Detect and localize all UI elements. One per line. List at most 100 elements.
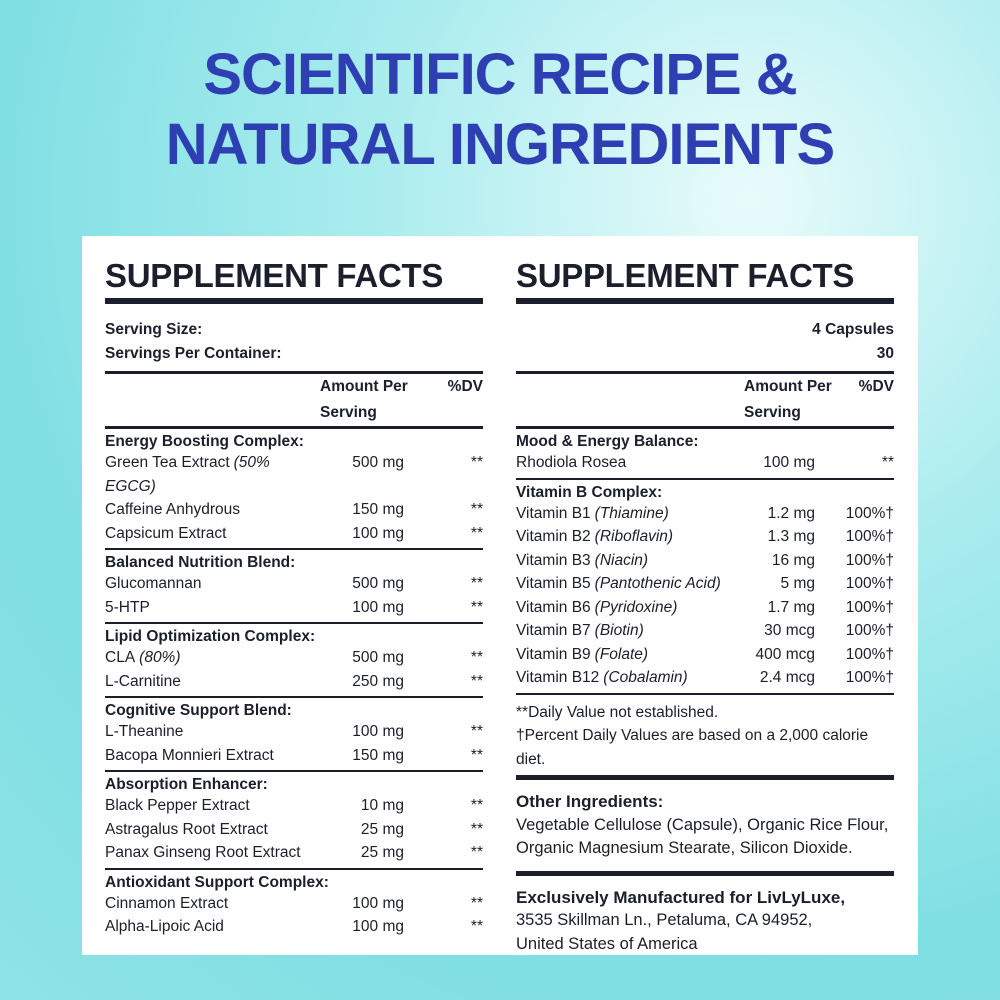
amount: 16 mg xyxy=(771,551,815,569)
ingredient-name: Black Pepper Extract xyxy=(105,794,320,818)
group-name: Lipid Optimization Complex: xyxy=(105,628,316,645)
amount: 1.2 mg xyxy=(767,504,815,522)
daily-value: ** xyxy=(470,894,483,912)
daily-value: ** xyxy=(470,501,483,518)
facts-panel: SUPPLEMENT FACTS Serving Size: Servings Pe… xyxy=(82,236,918,955)
group: Vitamin B Complex: Vitamin B1 (Thiamine) 1.… xyxy=(516,477,894,693)
daily-value: ** xyxy=(470,820,483,838)
ingredient-name: Rhodiola Rosea xyxy=(516,451,744,475)
ingredient-name: Astragalus Root Extract xyxy=(105,818,320,842)
note: (Pyridoxine) xyxy=(594,598,678,616)
amount-header: Amount Per Serving xyxy=(320,378,408,421)
daily-value: ** xyxy=(470,746,483,764)
ingredient-name: L-Carnitine xyxy=(105,670,320,694)
section-line: 3535 Skillman Ln., Petaluma, CA 94952, xyxy=(516,911,813,929)
ingredient-name: Vitamin B9 (Folate) xyxy=(516,643,744,667)
group-name: Energy Boosting Complex: xyxy=(105,433,304,450)
ingredient-row: L-Theanine 100 mg ** xyxy=(105,720,483,744)
title-line: NATURAL INGREDIENTS xyxy=(165,112,835,177)
amount: 10 mg xyxy=(360,797,404,814)
name: Vitamin B2 xyxy=(516,528,591,545)
name: Caffeine Anhydrous xyxy=(105,501,241,518)
amount: 25 mg xyxy=(360,820,404,838)
section-heading: Exclusively Manufactured for LivLyLuxe, xyxy=(516,887,846,907)
ingredient-row: Panax Ginseng Root Extract 25 mg ** xyxy=(105,841,483,865)
section-line: Organic Magnesium Stearate, Silicon Diox… xyxy=(516,839,853,857)
ingredient-row: Caffeine Anhydrous 150 mg ** xyxy=(105,498,483,522)
note: (Folate) xyxy=(594,645,649,663)
amount: 100 mg xyxy=(352,894,404,912)
ingredient-name: Vitamin B3 (Niacin) xyxy=(516,549,744,573)
groups: Mood & Energy Balance: Rhodiola Rosea 100 … xyxy=(516,429,894,693)
group: Mood & Energy Balance: Rhodiola Rosea 100 … xyxy=(516,429,894,478)
blank xyxy=(105,374,320,426)
note: (80%) xyxy=(139,649,181,666)
name: Vitamin B6 xyxy=(516,598,591,616)
daily-value: ** xyxy=(470,454,483,471)
name: Capsicum Extract xyxy=(105,524,227,542)
name: Astragalus Root Extract xyxy=(105,820,268,838)
ingredient-name: Vitamin B1 (Thiamine) xyxy=(516,502,744,526)
name: 5-HTP xyxy=(105,598,150,616)
note: (Biotin) xyxy=(594,622,644,639)
section-line: Vegetable Cellulose (Capsule), Organic R… xyxy=(516,815,889,834)
ingredient-row: Cinnamon Extract 100 mg ** xyxy=(105,892,483,916)
dv-header: %DV xyxy=(447,378,483,395)
note: (50% EGCG) xyxy=(105,454,270,495)
amount: 1.7 mg xyxy=(767,598,815,616)
ingredient-row: 5-HTP 100 mg ** xyxy=(105,596,483,620)
title-line: SCIENTIFIC RECIPE & xyxy=(203,42,797,107)
daily-value: ** xyxy=(470,918,483,935)
ingredient-name: Bacopa Monnieri Extract xyxy=(105,744,320,768)
ingredient-row: CLA (80%) 500 mg ** xyxy=(105,646,483,670)
amount: 150 mg xyxy=(352,746,404,764)
name: Green Tea Extract xyxy=(105,454,230,471)
other-ingredients: Other Ingredients: Vegetable Cellulose (C… xyxy=(516,780,894,871)
column-header: Amount Per Serving %DV xyxy=(516,371,894,429)
group-name: Cognitive Support Blend: xyxy=(105,702,292,719)
ingredient-name: Vitamin B7 (Biotin) xyxy=(516,619,744,643)
ingredient-row: Astragalus Root Extract 25 mg ** xyxy=(105,818,483,842)
daily-value: ** xyxy=(881,454,894,471)
name: Black Pepper Extract xyxy=(105,797,250,814)
note: (Thiamine) xyxy=(594,504,669,522)
amount: 400 mcg xyxy=(755,645,815,663)
name: Alpha-Lipoic Acid xyxy=(105,918,224,935)
section-line: United States of America xyxy=(516,934,698,953)
daily-value: ** xyxy=(470,672,483,690)
amount: 500 mg xyxy=(352,454,404,471)
amount: 25 mg xyxy=(360,844,404,861)
ingredient-name: L-Theanine xyxy=(105,720,320,744)
amount: 1.3 mg xyxy=(767,528,815,545)
group: Energy Boosting Complex: Green Tea Extrac… xyxy=(105,429,483,548)
amount: 500 mg xyxy=(352,649,404,666)
daily-value: ** xyxy=(470,575,483,592)
name: Panax Ginseng Root Extract xyxy=(105,844,301,861)
ingredient-name: Vitamin B12 (Cobalamin) xyxy=(516,666,744,690)
ingredient-row: Vitamin B5 (Pantothenic Acid) 5 mg 100%† xyxy=(516,572,894,596)
group: Antioxidant Support Complex: Cinnamon Ext… xyxy=(105,867,483,942)
name: Vitamin B12 xyxy=(516,669,600,686)
amount: 100 mg xyxy=(352,598,404,616)
group-name: Vitamin B Complex: xyxy=(516,483,663,501)
name: Glucomannan xyxy=(105,575,202,592)
ingredient-row: Bacopa Monnieri Extract 150 mg ** xyxy=(105,744,483,768)
note: (Riboflavin) xyxy=(594,528,674,545)
amount: 100 mg xyxy=(352,918,404,935)
group-name: Absorption Enhancer: xyxy=(105,776,268,793)
daily-value: 100%† xyxy=(845,622,894,639)
amount: 150 mg xyxy=(352,501,404,518)
ingredient-name: Cinnamon Extract xyxy=(105,892,320,916)
ingredient-row: Capsicum Extract 100 mg ** xyxy=(105,522,483,546)
ingredient-row: Vitamin B9 (Folate) 400 mcg 100%† xyxy=(516,643,894,667)
amount: 100 mg xyxy=(352,524,404,542)
ingredient-row: Alpha-Lipoic Acid 100 mg ** xyxy=(105,915,483,939)
name: Vitamin B3 xyxy=(516,551,591,569)
amount: 2.4 mcg xyxy=(759,669,815,686)
ingredient-name: Alpha-Lipoic Acid xyxy=(105,915,320,939)
daily-value: 100%† xyxy=(845,669,894,686)
group-name: Antioxidant Support Complex: xyxy=(105,873,329,891)
amount: 250 mg xyxy=(352,672,404,690)
name: Vitamin B5 xyxy=(516,575,591,592)
